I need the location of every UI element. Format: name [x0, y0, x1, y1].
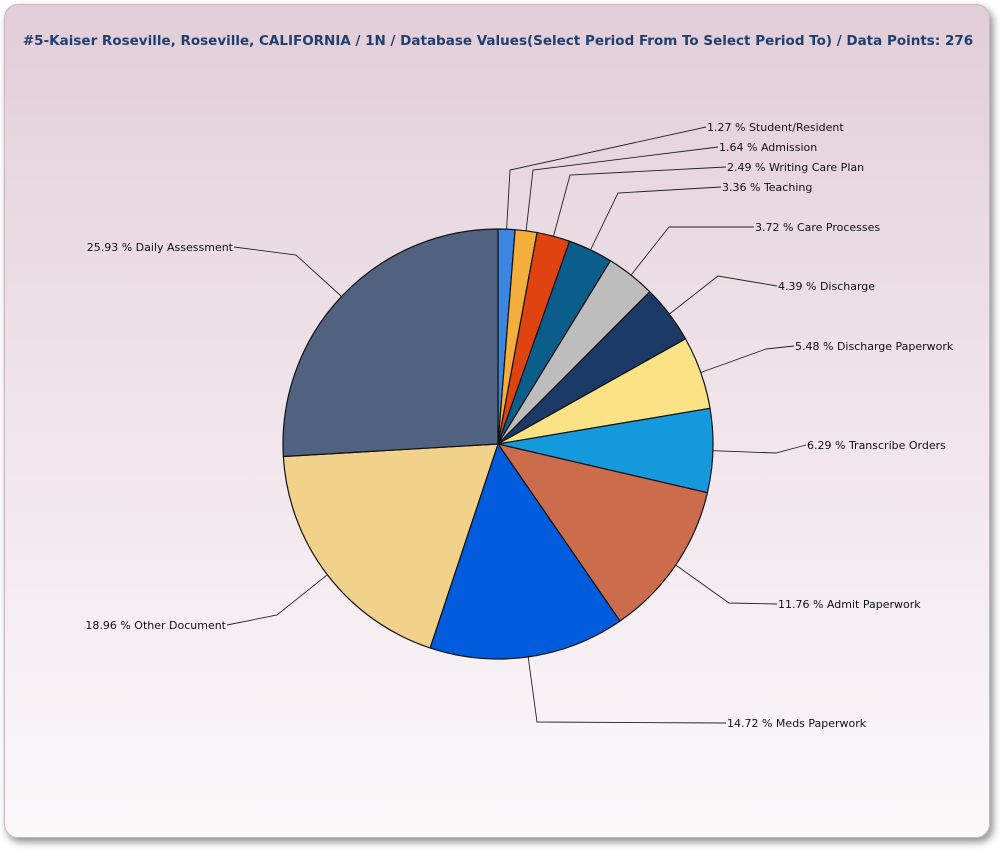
pie-slice-admit-paperwork	[497, 443, 709, 622]
pie-slice-other-document	[282, 443, 499, 649]
pie-slice-meds-paperwork	[429, 443, 621, 660]
slice-label: 14.72 % Meds Paperwork	[727, 717, 867, 730]
leader-line	[525, 146, 719, 231]
slice-label: 4.39 % Discharge	[778, 280, 875, 293]
slice-label: 6.29 % Transcribe Orders	[807, 439, 946, 452]
leader-line	[553, 166, 727, 237]
slice-label: 5.48 % Discharge Paperwork	[795, 340, 954, 353]
slice-label: 3.72 % Care Processes	[755, 221, 880, 234]
slice-label: 1.27 % Student/Resident	[707, 121, 844, 134]
leader-line	[669, 275, 778, 315]
leader-line	[700, 345, 795, 373]
leader-line	[506, 126, 707, 230]
slice-label: 25.93 % Daily Assessment	[87, 241, 234, 254]
pie-slice-daily-assessment	[282, 228, 499, 458]
slice-label: 2.49 % Writing Care Plan	[727, 161, 864, 174]
leader-line	[590, 186, 722, 251]
leader-line	[630, 226, 754, 276]
leader-line	[712, 444, 807, 454]
leader-line	[527, 656, 727, 724]
slice-label: 18.96 % Other Document	[85, 619, 226, 632]
pie-labels: 1.27 % Student/Resident 1.64 % Admission 2…	[85, 121, 954, 730]
leader-line	[675, 564, 778, 605]
pie-slices	[282, 228, 714, 660]
slice-label: 3.36 % Teaching	[722, 181, 812, 194]
leader-line	[226, 574, 328, 626]
slice-label: 1.64 % Admission	[719, 141, 817, 154]
chart-title: #5-Kaiser Roseville, Roseville, CALIFORN…	[22, 33, 974, 49]
slice-label: 11.76 % Admit Paperwork	[778, 598, 921, 611]
leader-line	[233, 246, 342, 297]
